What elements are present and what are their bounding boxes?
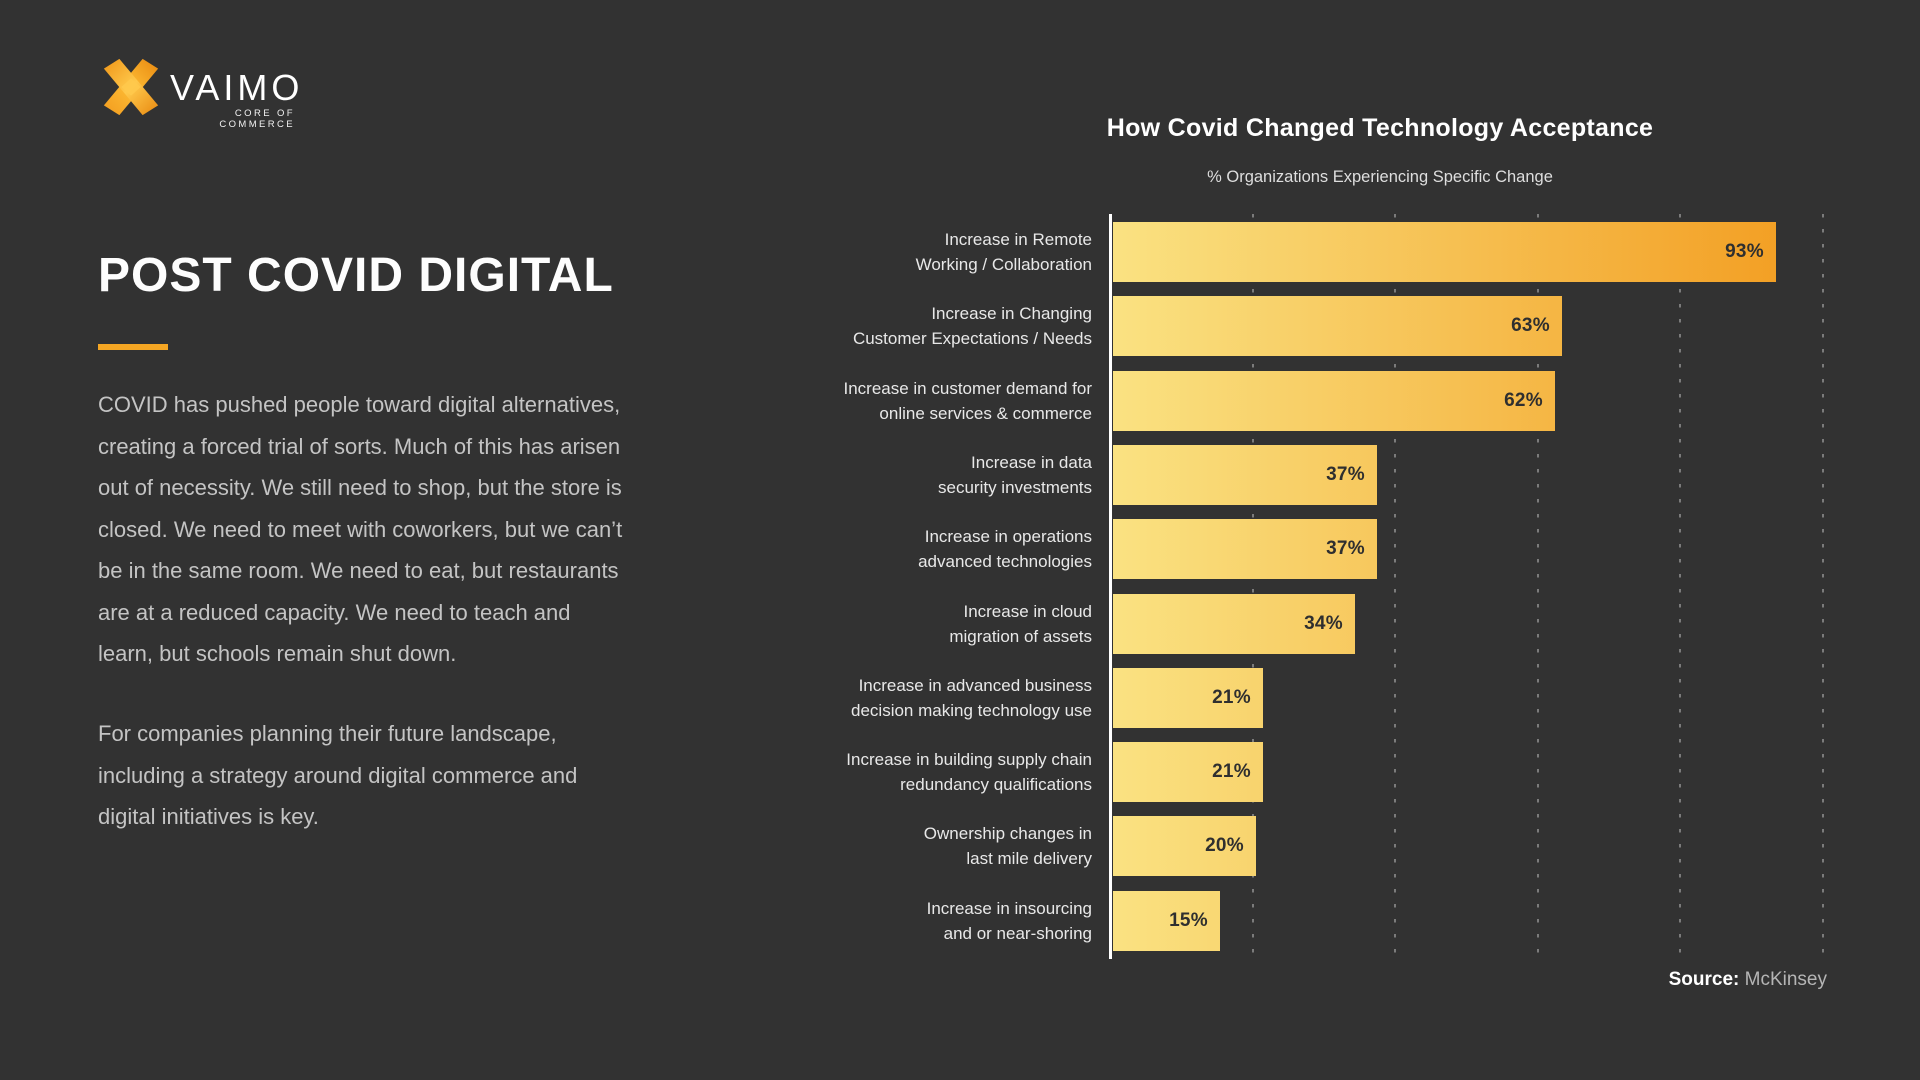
- brand-tagline: CORE OF COMMERCE: [219, 108, 295, 130]
- source-note: Source: McKinsey: [1669, 969, 1827, 991]
- title-divider: [98, 344, 168, 350]
- bar-category-label: Increase in customer demand for online s…: [843, 378, 1092, 423]
- vaimo-logo: VAIMO CORE OF COMMERCE: [100, 56, 330, 130]
- bar-category-label: Increase in building supply chain redund…: [846, 750, 1092, 795]
- intro-paragraph-1: COVID has pushed people toward digital a…: [98, 392, 623, 666]
- gridline-20pct: [1251, 214, 1254, 959]
- gridline-60pct: [1536, 214, 1539, 959]
- bar-category-label: Increase in advanced business decision m…: [851, 675, 1092, 720]
- bar-category-label: Increase in data security investments: [938, 452, 1092, 497]
- chart-title: How Covid Changed Technology Acceptance: [1106, 114, 1654, 142]
- intro-paragraph-2: For companies planning their future land…: [98, 721, 578, 829]
- chart-subtitle: % Organizations Experiencing Specific Ch…: [1207, 168, 1553, 186]
- vaimo-x-logo-icon: [103, 58, 159, 116]
- y-axis-line: [1109, 214, 1112, 959]
- page-title: POST COVID DIGITAL: [98, 249, 614, 302]
- chart-plot: [1109, 214, 1828, 959]
- bar-category-label: Increase in insourcing and or near-shori…: [926, 898, 1092, 943]
- gridline-40pct: [1394, 214, 1396, 959]
- bar-category-label: Increase in Changing Customer Expectatio…: [852, 304, 1092, 349]
- source-value: McKinsey: [1744, 969, 1827, 990]
- bar-category-label: Increase in Remote Working / Collaborati…: [915, 230, 1092, 274]
- gridline-100pct: [1821, 214, 1824, 959]
- bar-category-label: Ownership changes in last mile delivery: [923, 824, 1092, 869]
- source-label: Source:: [1668, 969, 1740, 990]
- brand-name: VAIMO: [170, 67, 304, 108]
- bar-category-label: Increase in cloud migration of assets: [949, 601, 1092, 646]
- gridline-80pct: [1679, 214, 1681, 959]
- bar-category-label: Increase in operations advanced technolo…: [918, 527, 1092, 572]
